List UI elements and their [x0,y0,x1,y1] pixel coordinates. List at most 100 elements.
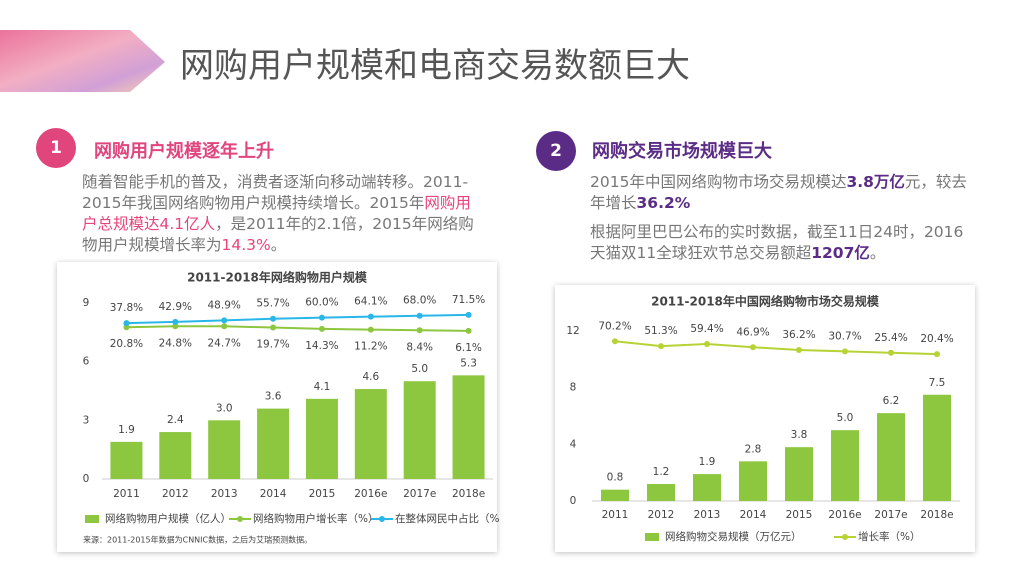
emphasis-text: 网购用户总规模达4.1亿人 [82,194,471,233]
bar-value-label: 5.0 [411,363,428,375]
line-point [658,343,664,350]
line-value-label: 55.7% [256,298,289,310]
x-tick-label: 2016e [354,488,387,500]
emphasis-text: 1207亿 [811,244,870,262]
bar [354,389,387,479]
x-tick-label: 2015 [309,488,336,500]
text: 2015年中国网络购物市场交易规模达 [590,173,847,191]
line-point [270,324,277,331]
line-point [612,338,618,345]
bar [785,447,813,501]
bar-value-label: 4.6 [362,371,379,383]
x-tick-label: 2015 [786,509,813,521]
line-point [123,320,130,327]
line-point [750,344,756,351]
emphasis-text: 36.2% [636,194,691,212]
line-point [221,323,228,330]
bar [601,489,629,501]
text: 。 [270,236,287,254]
line-value-label: 46.9% [736,326,769,338]
y-tick-label: 3 [83,414,90,426]
line-point [934,351,940,358]
y-tick-label: 6 [83,356,90,368]
legend-swatch [645,533,659,541]
line-value-label: 60.0% [305,297,338,309]
bar [208,420,241,479]
line-point [172,318,179,325]
y-tick-label: 12 [566,325,579,337]
x-tick-label: 2013 [694,509,721,521]
line-value-label: 11.2% [354,341,387,353]
x-tick-label: 2017e [874,509,907,521]
bar-value-label: 3.0 [216,402,233,414]
line-value-label: 37.8% [110,302,143,314]
bar-value-label: 2.8 [745,443,762,455]
text: 。 [869,244,886,262]
decoration [0,30,165,92]
legend-swatch [379,516,385,522]
bar-value-label: 3.8 [791,429,808,441]
line-point [123,324,130,331]
section-number: 1 [36,128,76,168]
line-value-label: 51.3% [644,325,677,337]
emphasis-text: 14.3% [221,236,271,254]
bar [831,430,859,501]
bar-value-label: 2.4 [167,414,184,426]
line-series [126,325,469,332]
x-tick-label: 2014 [260,488,287,500]
bar-value-label: 5.0 [837,412,854,424]
line-value-label: 70.2% [598,320,631,332]
bar [739,461,767,501]
x-tick-label: 2011 [602,509,629,521]
slide-title: 网购用户规模和电商交易数额巨大 [180,46,690,86]
bar-value-label: 6.2 [883,395,900,407]
line-value-label: 48.9% [208,299,241,311]
legend-label: 网络购物交易规模（万亿元） [665,530,802,543]
paragraph: 根据阿里巴巴公布的实时数据，截至11日24时，2016天猫双11全球狂欢节总交易… [590,222,975,264]
line-value-label: 30.7% [828,330,861,342]
x-tick-label: 2013 [211,488,238,500]
bar-value-label: 1.2 [653,466,670,478]
x-tick-label: 2011 [113,488,140,500]
section-heading: 网购用户规模逐年上升 [94,141,274,162]
line-point [318,314,325,321]
bar [877,413,905,501]
line-value-label: 19.7% [256,339,289,351]
text: ，是2011年的2.1倍，2015年网络购物用户规模增长率为 [82,215,474,254]
section-heading: 网购交易市场规模巨大 [592,141,772,162]
bar [257,408,290,479]
text: 随着智能手机的普及，消费者逐渐向移动端转移。2011-2015年我国网络购物用户… [82,173,469,212]
x-tick-label: 2012 [648,509,675,521]
line-value-label: 20.4% [920,333,953,345]
legend-label: 网络购物用户增长率（%） [253,512,378,525]
section-body: 2015年中国网络购物市场交易规模达3.8万亿元，较去年增长36.2% 根据阿里巴… [590,172,975,272]
line-point [172,323,179,330]
section-body: 随着智能手机的普及，消费者逐渐向移动端转移。2011-2015年我国网络购物用户… [82,172,482,264]
line-point [416,312,423,319]
y-tick-label: 8 [570,382,577,394]
line-value-label: 25.4% [874,332,907,344]
bar [647,484,675,501]
line-series [126,313,469,325]
legend-swatch [842,534,848,540]
text: 根据阿里巴巴公布的实时数据，截至11日24时，2016天猫双11全球狂欢节总交易… [590,223,964,262]
line-point [842,348,848,355]
x-tick-label: 2018e [452,488,485,500]
bar [305,398,338,479]
bar [693,474,721,501]
line-value-label: 59.4% [690,323,723,335]
bar-value-label: 5.3 [460,357,477,369]
line-value-label: 42.9% [159,301,192,313]
x-tick-label: 2017e [403,488,436,500]
section-number: 2 [536,131,576,171]
y-tick-label: 0 [570,495,577,507]
line-point [796,347,802,354]
line-point [704,341,710,348]
line-value-label: 6.1% [455,342,482,354]
arrow-banner [0,30,165,92]
source-note: 来源：2011-2015年数据为CNNIC数据，之后为艾瑞预测数据。 [83,535,312,545]
line-point [270,315,277,322]
line-value-label: 68.0% [403,295,436,307]
x-tick-label: 2016e [828,509,861,521]
